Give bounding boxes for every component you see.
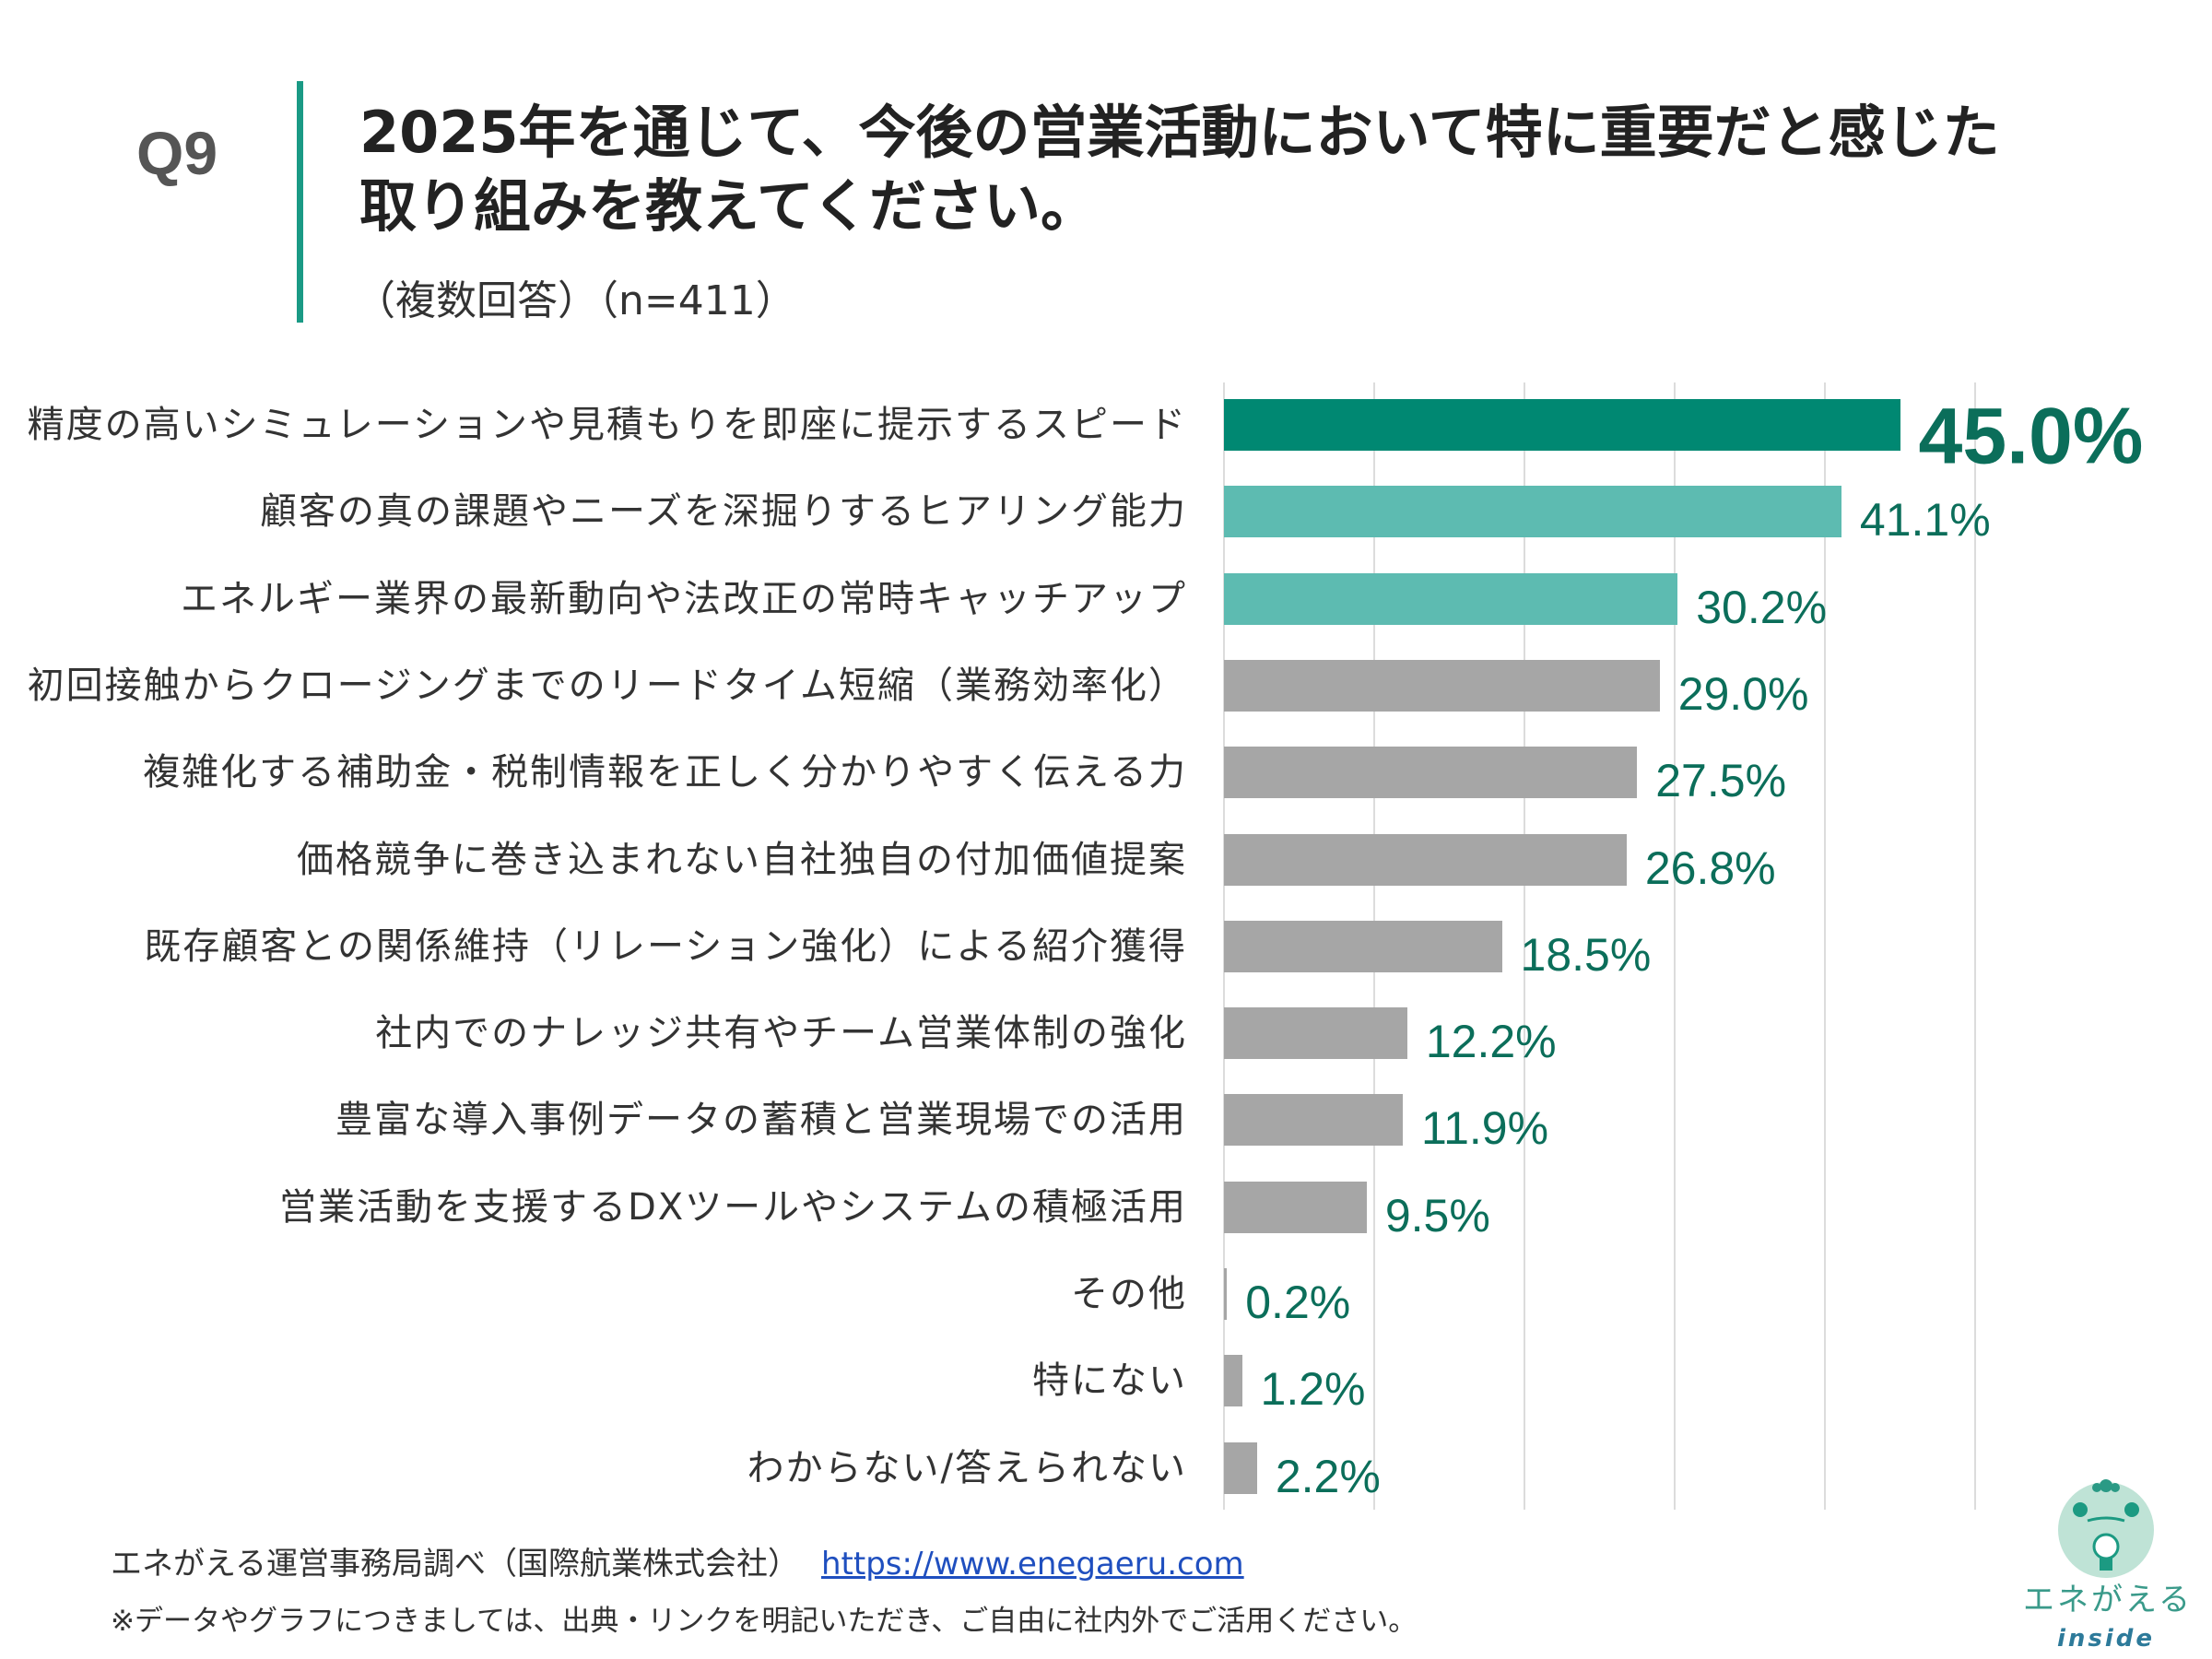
bar [1224, 1181, 1367, 1233]
gridline [1974, 382, 1976, 1510]
category-label: 営業活動を支援するDXツールやシステムの積極活用 [278, 1185, 1187, 1229]
question-number: Q9 [136, 119, 218, 187]
category-label: 初回接触からクロージングまでのリードタイム短縮（業務効率化） [27, 664, 1187, 707]
logo-text: エネがえる [2023, 1582, 2193, 1618]
bar [1224, 1441, 1257, 1494]
bar [1224, 1007, 1407, 1060]
value-label: 9.5% [1384, 1189, 1490, 1241]
category-label: エネルギー業界の最新動向や法改正の常時キャッチアップ [181, 577, 1187, 620]
category-label: 社内でのナレッジ共有やチーム営業体制の強化 [375, 1012, 1187, 1055]
value-label: 2.2% [1275, 1450, 1381, 1502]
value-label: 41.1% [1859, 494, 1991, 547]
bar [1224, 833, 1627, 886]
value-label: 1.2% [1260, 1363, 1366, 1416]
source-line: エネがえる運営事務局調べ（国際航業株式会社） https://www.enegae… [111, 1545, 1244, 1583]
usage-note: ※データやグラフにつきましては、出典・リンクを明記いただき、ご自由に社内外でご活… [111, 1605, 1418, 1638]
value-label: 12.2% [1425, 1015, 1557, 1067]
enegaeru-inside-logo: エネがえる inside [2023, 1473, 2193, 1657]
value-label: 27.5% [1655, 755, 1787, 807]
category-label: 価格競争に巻き込まれない自社独自の付加価値提案 [297, 838, 1187, 881]
category-label: 特にない [1032, 1359, 1187, 1403]
gridline [1524, 382, 1525, 1510]
title-line-2: 取り組みを教えてください。 [359, 172, 1099, 240]
category-label: 顧客の真の課題やニーズを深掘りするヒアリング能力 [260, 490, 1187, 534]
gridline [1674, 382, 1676, 1510]
source-text: エネがえる運営事務局調べ（国際航業株式会社） [111, 1546, 799, 1583]
category-label: 複雑化する補助金・税制情報を正しく分かりやすく伝える力 [143, 751, 1187, 794]
accent-divider [297, 81, 303, 323]
category-label: 既存顧客との関係維持（リレーション強化）による紹介獲得 [144, 924, 1187, 968]
frog-bulb-icon [2058, 1479, 2154, 1578]
bar [1224, 659, 1660, 712]
value-label: 29.0% [1677, 667, 1809, 720]
bar [1224, 572, 1678, 625]
bar [1224, 486, 1841, 538]
category-label: 精度の高いシミュレーションや見積もりを即座に提示するスピード [27, 404, 1187, 446]
category-label: 豊富な導入事例データの蓄積と営業現場での活用 [335, 1099, 1187, 1142]
value-label: 45.0% [1918, 392, 2144, 481]
logo-subtext: inside [2056, 1625, 2156, 1653]
value-label: 26.8% [1644, 841, 1776, 894]
bar [1224, 747, 1638, 799]
value-label: 0.2% [1245, 1276, 1351, 1328]
bar [1224, 1355, 1242, 1407]
value-label: 30.2% [1696, 581, 1828, 633]
bar [1224, 1094, 1403, 1147]
category-label: その他 [1071, 1273, 1187, 1315]
value-label: 18.5% [1520, 928, 1652, 981]
source-link[interactable]: https://www.enegaeru.com [820, 1546, 1244, 1583]
page-title: 2025年を通じて、今後の営業活動において特に重要だと感じた 取り組みを教えてく… [359, 96, 2194, 243]
subtitle: （複数回答）（n=411） [355, 277, 796, 324]
bar [1224, 920, 1502, 972]
value-label: 11.9% [1420, 1102, 1549, 1155]
bar [1224, 1268, 1228, 1320]
title-line-1: 2025年を通じて、今後の営業活動において特に重要だと感じた [359, 99, 2000, 166]
bar [1224, 399, 1900, 451]
gridline [1824, 382, 1826, 1510]
category-label: わからない/答えられない [747, 1446, 1187, 1489]
